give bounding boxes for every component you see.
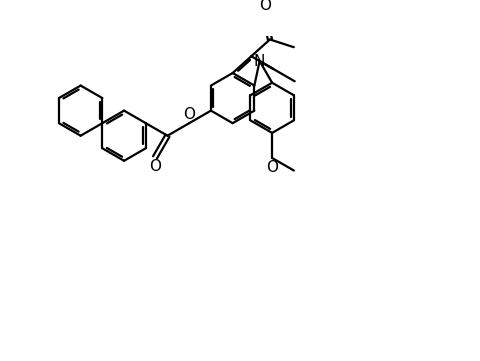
- Text: N: N: [253, 53, 265, 69]
- Text: O: O: [258, 0, 270, 13]
- Text: O: O: [183, 107, 195, 122]
- Text: O: O: [265, 160, 277, 175]
- Text: O: O: [149, 159, 161, 174]
